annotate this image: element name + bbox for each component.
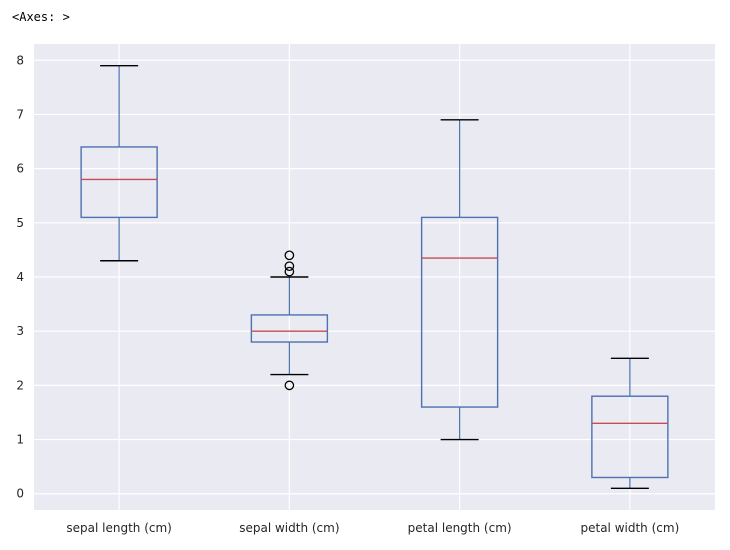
outlier-point — [284, 250, 295, 261]
box-iqr — [591, 395, 669, 479]
box-iqr — [250, 314, 329, 343]
y-tick-label: 7 — [16, 107, 24, 121]
y-axis: 0 1 2 3 4 5 6 7 8 — [16, 53, 24, 500]
y-tick-label: 5 — [16, 216, 24, 230]
x-tick-label: petal width (cm) — [581, 521, 680, 535]
y-tick-label: 6 — [16, 162, 24, 176]
y-tick-label: 0 — [16, 487, 24, 501]
box-group — [250, 250, 329, 391]
outlier-point — [284, 261, 295, 272]
x-tick-label: petal length (cm) — [408, 521, 512, 535]
y-tick-label: 2 — [16, 378, 24, 392]
y-tick-label: 8 — [16, 53, 24, 67]
y-tick-label: 3 — [16, 324, 24, 338]
box-group — [80, 64, 158, 262]
boxes — [80, 64, 669, 490]
x-tick-label: sepal width (cm) — [239, 521, 339, 535]
outlier-point — [284, 266, 295, 277]
x-tick-label: sepal length (cm) — [66, 521, 171, 535]
box-iqr — [80, 146, 158, 219]
outlier-point — [284, 380, 295, 391]
box-group — [420, 119, 499, 441]
box-group — [591, 357, 669, 490]
y-tick-label: 1 — [16, 433, 24, 447]
grid — [34, 44, 715, 510]
x-axis: sepal length (cm) sepal width (cm) petal l… — [66, 521, 679, 535]
output-repr: <Axes: > — [12, 10, 70, 24]
box-iqr — [420, 216, 499, 408]
y-tick-label: 4 — [16, 270, 24, 284]
